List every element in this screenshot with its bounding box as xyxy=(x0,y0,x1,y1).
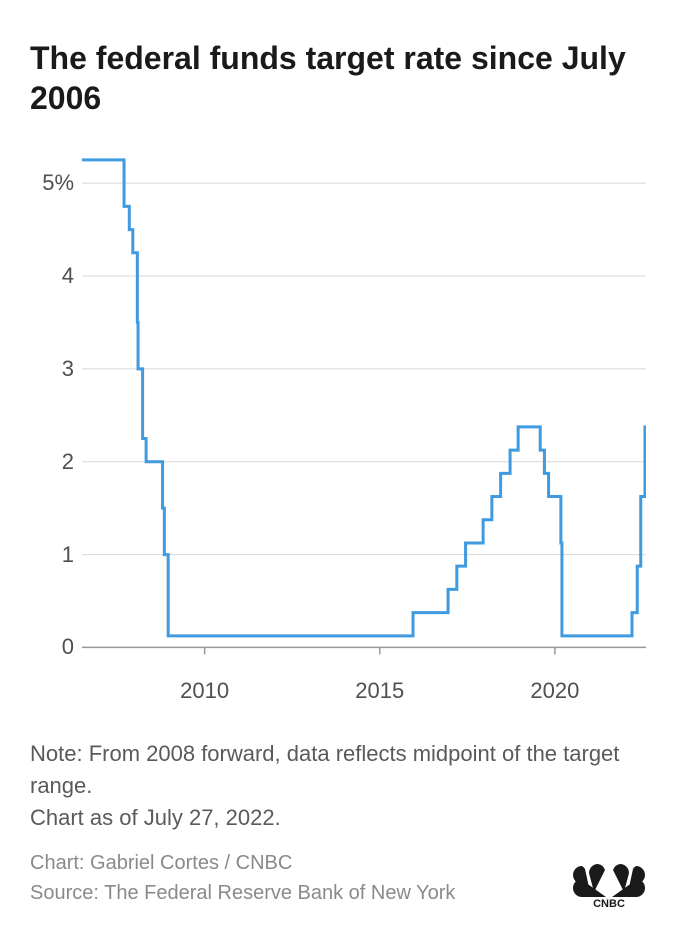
y-axis-labels: 0 1 2 3 4 5% xyxy=(30,146,82,706)
cnbc-logo: CNBC xyxy=(572,864,646,908)
plot-area xyxy=(82,146,646,666)
credit-source: Source: The Federal Reserve Bank of New … xyxy=(30,878,455,908)
y-tick-label: 1 xyxy=(62,542,74,568)
svg-text:CNBC: CNBC xyxy=(593,898,625,908)
y-tick-label: 4 xyxy=(62,263,74,289)
y-tick-label: 2 xyxy=(62,449,74,475)
y-tick-label: 0 xyxy=(62,634,74,660)
note-line-2: Chart as of July 27, 2022. xyxy=(30,802,646,834)
x-tick-label: 2010 xyxy=(180,678,229,704)
chart-container: 0 1 2 3 4 5% 2010 2015 2020 xyxy=(30,146,646,706)
x-tick-label: 2015 xyxy=(355,678,404,704)
credits-text: Chart: Gabriel Cortes / CNBC Source: The… xyxy=(30,848,455,908)
chart-title: The federal funds target rate since July… xyxy=(30,38,646,118)
x-axis-labels: 2010 2015 2020 xyxy=(82,670,646,706)
x-tick-label: 2020 xyxy=(530,678,579,704)
credits-row: Chart: Gabriel Cortes / CNBC Source: The… xyxy=(30,848,646,908)
note-line-1: Note: From 2008 forward, data reflects m… xyxy=(30,738,646,802)
chart-svg xyxy=(82,146,646,666)
credit-chart: Chart: Gabriel Cortes / CNBC xyxy=(30,848,455,878)
chart-notes: Note: From 2008 forward, data reflects m… xyxy=(30,738,646,834)
y-tick-label: 5% xyxy=(42,170,74,196)
y-tick-label: 3 xyxy=(62,356,74,382)
